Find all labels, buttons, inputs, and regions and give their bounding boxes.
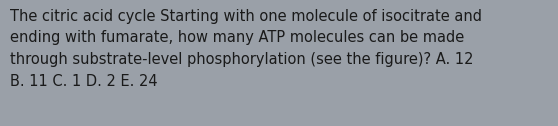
Text: The citric acid cycle Starting with one molecule of isocitrate and
ending with f: The citric acid cycle Starting with one … [10,9,482,89]
